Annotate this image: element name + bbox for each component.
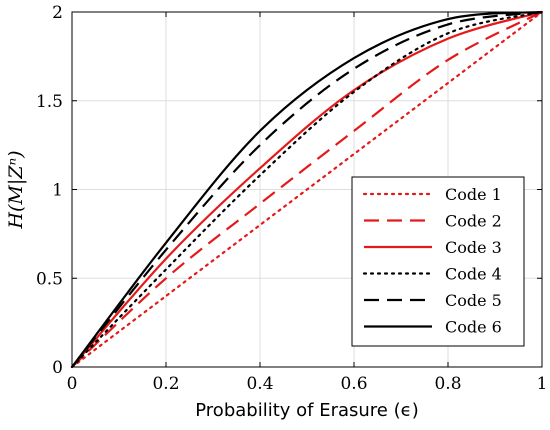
legend-label-code-1: Code 1	[445, 185, 502, 204]
y-tick-label: 0	[52, 358, 63, 378]
legend-label-code-6: Code 6	[445, 318, 502, 337]
legend: Code 1 Code 2 Code 3 Code 4 Code 5 Code 6	[351, 176, 525, 347]
x-tick-label: 1	[537, 374, 548, 394]
axis-ticks: 0 0.2 0.4 0.6 0.8 1 0 0.5 1 1.5 2	[36, 3, 547, 394]
y-axis-label: H(M|Zⁿ)	[5, 150, 27, 229]
x-tick-label: 0.6	[340, 374, 367, 394]
legend-box	[351, 176, 525, 347]
x-tick-label: 0.4	[246, 374, 273, 394]
y-tick-label: 1.5	[36, 92, 63, 112]
y-tick-label: 1	[52, 181, 63, 201]
y-tick-label: 2	[52, 3, 63, 23]
x-axis-label: Probability of Erasure (ϵ)	[195, 400, 418, 421]
legend-label-code-3: Code 3	[445, 238, 502, 257]
x-tick-label: 0.8	[434, 374, 461, 394]
series-line-code-3	[71, 10, 543, 368]
x-tick-label: 0.2	[152, 374, 179, 394]
series-line-code-1	[70, 10, 544, 369]
series-lines	[70, 10, 544, 369]
legend-label-code-2: Code 2	[445, 212, 502, 231]
series-line-code-2	[71, 11, 543, 368]
series-line-code-5	[71, 10, 543, 368]
legend-label-code-5: Code 5	[445, 291, 502, 310]
legend-label-code-4: Code 4	[445, 265, 502, 284]
series-line-code-6	[71, 10, 543, 368]
series-line-code-4	[70, 10, 544, 369]
x-tick-label: 0	[67, 374, 78, 394]
y-tick-label: 0.5	[36, 269, 63, 289]
